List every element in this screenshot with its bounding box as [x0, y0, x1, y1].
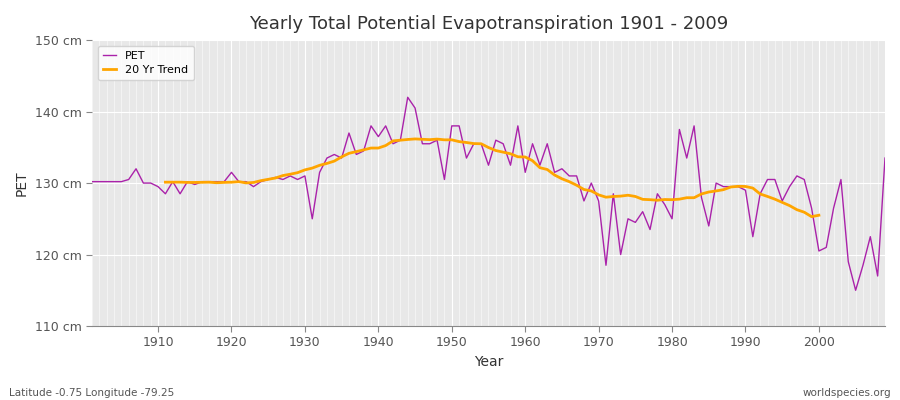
PET [307, 216, 318, 221]
PET [86, 179, 97, 184]
X-axis label: Year: Year [473, 355, 503, 369]
Legend: PET, 20 Yr Trend: PET, 20 Yr Trend [97, 46, 194, 80]
20 Yr Trend [814, 213, 824, 218]
20 Yr Trend [410, 136, 420, 141]
20 Yr Trend [160, 180, 171, 184]
PET [850, 288, 861, 293]
PET [351, 152, 362, 157]
PET [402, 95, 413, 100]
20 Yr Trend [806, 214, 817, 219]
20 Yr Trend [358, 148, 369, 152]
Line: 20 Yr Trend: 20 Yr Trend [166, 139, 819, 217]
PET [616, 252, 626, 257]
Text: Latitude -0.75 Longitude -79.25: Latitude -0.75 Longitude -79.25 [9, 388, 175, 398]
Line: PET: PET [92, 97, 885, 290]
20 Yr Trend [623, 193, 634, 198]
PET [145, 181, 156, 186]
Title: Yearly Total Potential Evapotranspiration 1901 - 2009: Yearly Total Potential Evapotranspiratio… [249, 15, 728, 33]
Text: worldspecies.org: worldspecies.org [803, 388, 891, 398]
PET [520, 170, 531, 175]
20 Yr Trend [725, 185, 736, 190]
PET [879, 156, 890, 160]
20 Yr Trend [711, 188, 722, 193]
20 Yr Trend [791, 207, 802, 212]
Y-axis label: PET: PET [15, 170, 29, 196]
20 Yr Trend [248, 180, 259, 185]
PET [527, 141, 538, 146]
